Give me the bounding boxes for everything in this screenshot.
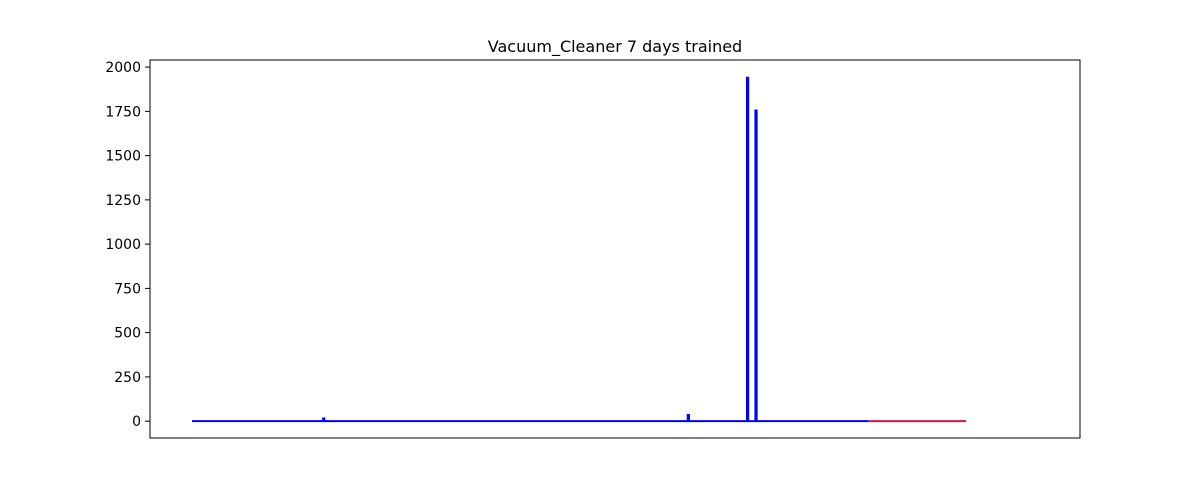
y-tick-label: 250 bbox=[114, 370, 141, 386]
y-tick-label: 1500 bbox=[105, 149, 141, 165]
y-tick-label: 1000 bbox=[105, 237, 141, 253]
y-axis: 0 250 500 750 1000 1250 1500 1750 2000 bbox=[105, 60, 150, 430]
plot-frame bbox=[149, 59, 1081, 439]
y-tick-label: 500 bbox=[114, 326, 141, 342]
y-tick-label: 750 bbox=[114, 281, 141, 297]
y-tick-label: 2000 bbox=[105, 60, 141, 76]
series-line-0 bbox=[192, 76, 869, 423]
plot-series bbox=[192, 76, 967, 423]
y-tick-label: 1750 bbox=[105, 104, 141, 120]
y-tick-label: 0 bbox=[132, 414, 141, 430]
chart-title: Vacuum_Cleaner 7 days trained bbox=[488, 37, 742, 57]
y-tick-label: 1250 bbox=[105, 193, 141, 209]
